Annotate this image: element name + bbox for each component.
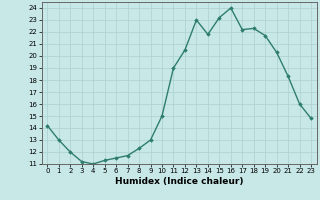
X-axis label: Humidex (Indice chaleur): Humidex (Indice chaleur) [115, 177, 244, 186]
